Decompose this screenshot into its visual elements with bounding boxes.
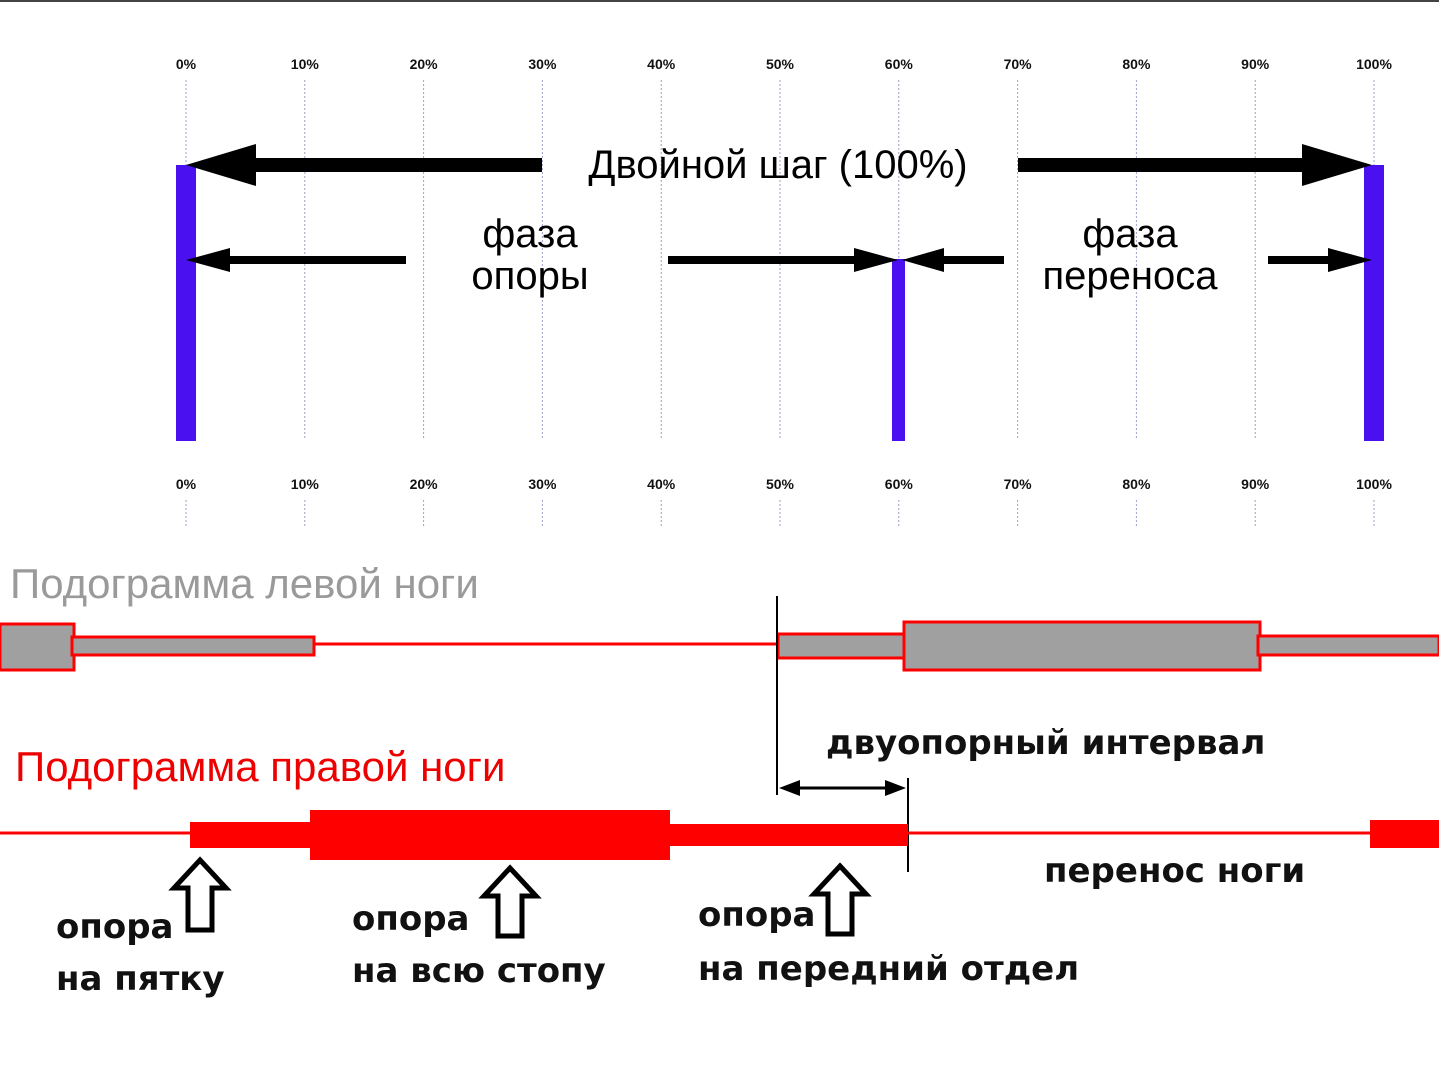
- marker-stance-end: [892, 259, 905, 441]
- top-tick-label: 50%: [766, 56, 795, 72]
- top-tick-label: 70%: [1004, 56, 1033, 72]
- bottom-tick-label: 40%: [647, 476, 676, 492]
- forefoot-arrow-icon: [808, 862, 872, 937]
- right-foot-podogram: [0, 810, 1439, 860]
- percent-scale-bottom: 0% 10% 20% 30% 40% 50% 60% 70% 80% 90% 100%: [176, 476, 1393, 492]
- swing-phase-label-1: фаза: [1082, 212, 1178, 256]
- top-tick-label: 10%: [291, 56, 320, 72]
- fore-support-label-1: опора: [698, 895, 816, 935]
- swing-label: перенос ноги: [1044, 851, 1305, 891]
- top-tick-label: 30%: [528, 56, 557, 72]
- left-foot-podogram: [0, 620, 1439, 672]
- heel-support-label-2: на пятку: [56, 959, 225, 999]
- top-tick-label: 20%: [410, 56, 439, 72]
- full-foot-arrow-icon: [478, 864, 542, 939]
- swing-phase-label-2: переноса: [1043, 254, 1219, 298]
- top-tick-label: 100%: [1356, 56, 1392, 72]
- marker-cycle-start: [176, 165, 196, 441]
- double-support-arrow: [779, 780, 906, 796]
- heel-arrow-icon: [168, 856, 232, 933]
- full-support-label-2: на всю стопу: [352, 951, 606, 991]
- top-tick-label: 0%: [176, 56, 197, 72]
- stance-phase-label-2: опоры: [471, 254, 588, 298]
- swing-phase-arrow: [902, 248, 1372, 272]
- top-tick-label: 60%: [885, 56, 914, 72]
- top-tick-label: 90%: [1241, 56, 1270, 72]
- bottom-tick-label: 100%: [1356, 476, 1392, 492]
- top-tick-label: 80%: [1122, 56, 1151, 72]
- percent-scale-top: 0% 10% 20% 30% 40% 50% 60% 70% 80% 90% 100%: [176, 56, 1393, 72]
- fore-support-label-2: на передний отдел: [698, 949, 1079, 989]
- full-support-label-1: опора: [352, 899, 470, 939]
- arrowhead-right-icon: [885, 780, 906, 796]
- arrowhead-left-icon: [779, 780, 800, 796]
- heel-support-label-1: опора: [56, 907, 174, 947]
- bottom-tick-label: 60%: [885, 476, 914, 492]
- double-step-arrow: [186, 144, 1372, 186]
- bottom-tick-label: 90%: [1241, 476, 1270, 492]
- stance-phase-label-1: фаза: [482, 212, 578, 256]
- bottom-tick-label: 20%: [410, 476, 439, 492]
- arrowhead-left-icon: [902, 248, 944, 272]
- double-step-label: Двойной шаг (100%): [588, 143, 967, 187]
- bottom-tick-label: 0%: [176, 476, 197, 492]
- stance-phase-arrow: [186, 248, 898, 272]
- bottom-tick-label: 10%: [291, 476, 320, 492]
- arrowhead-left-icon: [186, 248, 230, 272]
- left-foot-title: Подограмма левой ноги: [10, 560, 479, 607]
- arrowhead-left-icon: [186, 144, 256, 186]
- arrowhead-right-icon: [1328, 248, 1372, 272]
- arrowhead-right-icon: [854, 248, 898, 272]
- bottom-tick-label: 80%: [1122, 476, 1151, 492]
- marker-cycle-end: [1364, 165, 1384, 441]
- bottom-tick-label: 30%: [528, 476, 557, 492]
- arrowhead-right-icon: [1302, 144, 1372, 186]
- right-foot-title: Подограмма правой ноги: [15, 743, 505, 790]
- double-support-label: двуопорный интервал: [826, 723, 1265, 763]
- top-tick-label: 40%: [647, 56, 676, 72]
- bottom-tick-label: 70%: [1004, 476, 1033, 492]
- bottom-tick-label: 50%: [766, 476, 795, 492]
